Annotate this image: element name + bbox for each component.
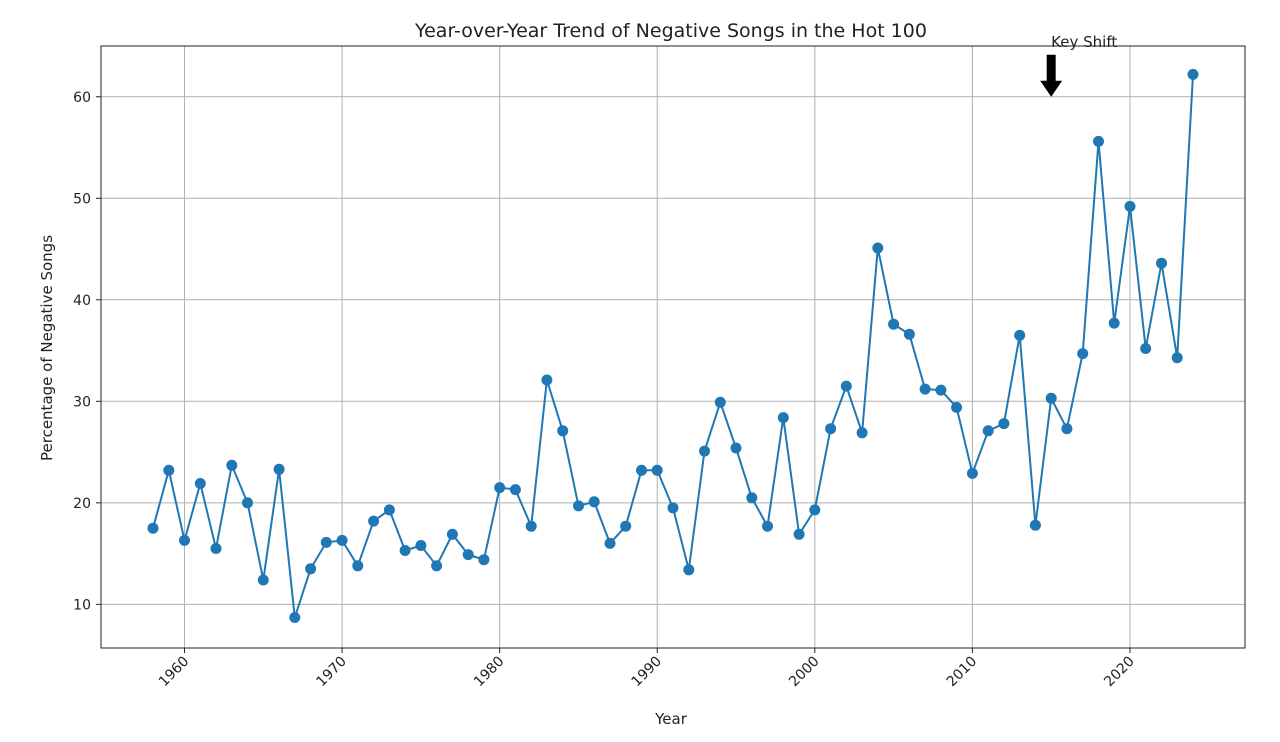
data-point — [730, 442, 742, 454]
data-point — [1014, 329, 1026, 341]
data-point — [242, 497, 253, 509]
data-point — [210, 543, 222, 554]
data-point — [951, 401, 963, 413]
data-point — [147, 522, 159, 534]
data-point — [793, 528, 805, 540]
y-axis-label: Percentage of Negative Songs — [38, 235, 56, 461]
data-point — [336, 534, 348, 546]
data-point — [226, 459, 238, 471]
data-point — [509, 484, 521, 496]
data-point — [1187, 68, 1199, 80]
x-tick-label: 2010 — [944, 654, 981, 691]
data-point — [320, 536, 332, 548]
data-point — [1045, 392, 1057, 404]
x-tick-label: 1990 — [629, 654, 666, 691]
data-point — [903, 328, 915, 340]
data-points — [147, 68, 1199, 623]
data-point — [399, 545, 411, 556]
data-point — [762, 520, 773, 532]
data-point — [856, 427, 868, 439]
annotation-label: Key Shift — [1051, 33, 1117, 51]
data-point — [809, 504, 821, 516]
data-point — [604, 537, 616, 549]
data-point — [588, 496, 600, 508]
data-point — [982, 425, 994, 437]
data-point — [746, 492, 758, 504]
data-point — [699, 445, 710, 457]
data-point — [194, 478, 206, 489]
y-tick-label: 10 — [73, 597, 91, 613]
data-point — [446, 528, 458, 540]
x-tick-label: 2000 — [786, 654, 823, 691]
data-point — [1171, 352, 1183, 364]
plot-area — [100, 45, 1246, 649]
data-point — [966, 467, 978, 479]
data-point — [888, 318, 900, 330]
y-tick-label: 30 — [73, 394, 91, 410]
y-tick-label: 60 — [73, 90, 91, 106]
data-point — [257, 574, 269, 586]
data-point — [840, 380, 852, 392]
grid-lines — [101, 46, 1245, 648]
data-point — [998, 418, 1010, 430]
data-point — [383, 504, 395, 516]
x-tick-label: 1980 — [471, 654, 508, 691]
data-point — [525, 520, 537, 532]
data-point — [651, 464, 663, 476]
data-point — [872, 242, 884, 254]
data-point — [1029, 519, 1041, 531]
data-point — [179, 534, 190, 546]
x-tick-label: 1960 — [156, 654, 193, 691]
data-point — [1061, 423, 1073, 435]
key-shift-annotation: Key Shift — [1040, 33, 1117, 97]
data-point — [683, 564, 695, 576]
data-point — [620, 520, 632, 532]
axis-ticks: 1960 1970 1980 1990 2000 2010 2020 10 20 30 40 50 60 — [73, 90, 1138, 690]
y-tick-label: 20 — [73, 496, 91, 512]
data-point — [919, 383, 931, 395]
y-tick-label: 50 — [73, 191, 91, 207]
data-point — [368, 515, 380, 527]
data-point — [1124, 200, 1136, 212]
down-arrow-icon — [1040, 54, 1063, 97]
data-point — [1093, 135, 1104, 147]
x-tick-label: 2020 — [1101, 654, 1138, 691]
data-point — [541, 374, 553, 386]
data-point — [935, 384, 947, 396]
data-point — [352, 560, 364, 572]
data-point — [478, 554, 490, 566]
data-point — [415, 540, 427, 551]
x-axis-label: Year — [654, 710, 688, 728]
data-point — [289, 612, 301, 623]
data-point — [636, 464, 647, 476]
chart-title: Year-over-Year Trend of Negative Songs i… — [414, 20, 927, 42]
data-point — [667, 502, 679, 514]
data-point — [273, 463, 285, 475]
data-point — [1156, 257, 1167, 269]
y-tick-label: 40 — [73, 293, 91, 309]
series-line — [152, 74, 1194, 618]
x-tick-label: 1970 — [313, 654, 350, 691]
data-point — [305, 563, 317, 575]
data-point — [1140, 343, 1152, 354]
data-point — [777, 412, 789, 424]
data-point — [573, 500, 584, 512]
data-point — [431, 560, 443, 572]
data-point — [163, 464, 175, 476]
data-point — [1108, 317, 1120, 329]
data-point — [714, 396, 726, 408]
data-point — [1077, 348, 1089, 360]
data-point — [462, 549, 474, 561]
data-point — [494, 482, 506, 494]
data-point — [557, 425, 569, 437]
data-point — [825, 423, 837, 435]
